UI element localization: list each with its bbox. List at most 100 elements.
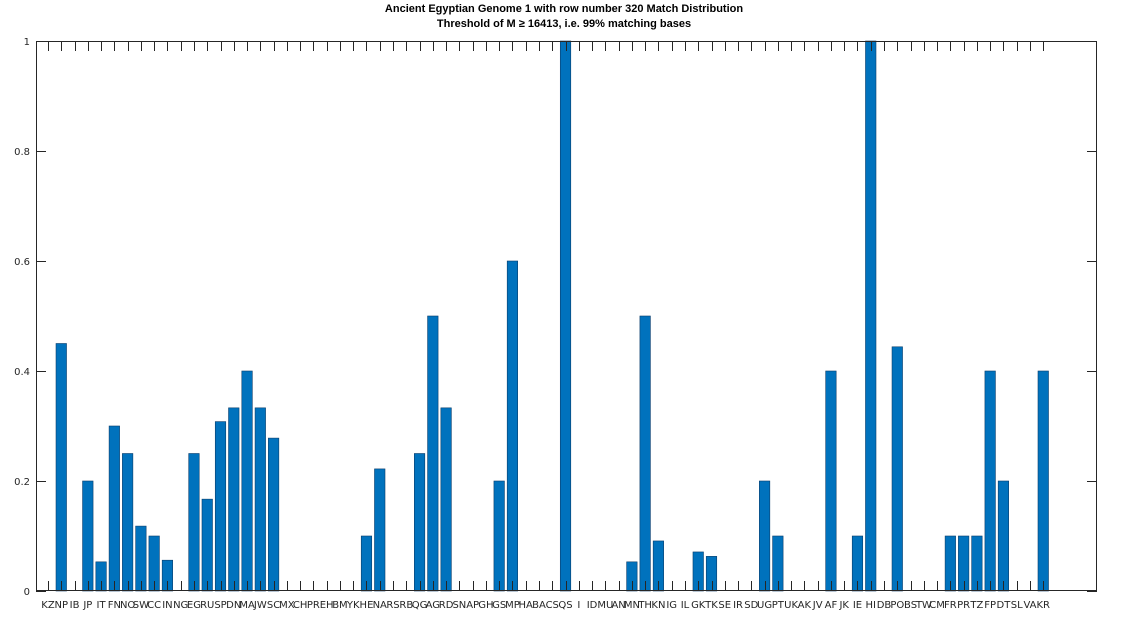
x-tick-label: JV [812,600,823,611]
x-tick-label: NA [373,600,387,611]
x-tick-label: ID [587,600,598,611]
bar-jp-3 [82,480,94,592]
x-tick-label: DT [997,600,1012,611]
x-tick-label: SC [267,600,280,611]
x-tick-label: BA [532,600,546,611]
x-tick-label: PR [307,600,320,611]
x-tick-label: KN [651,600,665,611]
bar-sp-13 [214,421,227,592]
x-tick-label: FN [108,600,121,611]
bar-sw-7 [135,525,147,592]
bar-mn-44 [626,561,638,592]
ticks-group [36,41,1097,592]
x-tick-label: YK [346,600,360,611]
x-tick-label: SW [133,600,149,611]
bar-fn-5 [108,425,120,592]
x-tick-label: SN [452,600,466,611]
x-tick-label: UK [784,600,798,611]
x-tick-label: NG [173,600,188,611]
bar-dn-14 [228,407,240,592]
y-tick-label: 0.4 [14,367,30,378]
x-tick-label: RS [386,600,399,611]
x-tick-label: MA [239,600,255,611]
bar-np-1 [55,343,67,592]
x-tick-label: MP [505,600,520,611]
x-tick-label: HI [866,600,876,611]
x-tick-label: JK [838,600,849,611]
bar-tk-50 [705,556,718,592]
bar-rd-30 [440,407,452,592]
bar-jw-16 [254,407,266,592]
x-tick-label: IT [97,600,107,611]
x-tick-label: AF [825,600,838,611]
x-tick-label: VA [1023,600,1036,611]
x-tick-label: AP [466,600,479,611]
bar-th-45 [639,315,651,592]
chart-subtitle: Threshold of M ≥ 16413, i.e. 99% matchin… [437,18,691,30]
x-tick-label: HE [360,600,374,611]
y-tick-label: 1 [24,37,30,48]
x-tick-label: CS [546,600,559,611]
bar-ru-12 [201,498,213,592]
x-tick-label: PO [890,600,904,611]
bar-no-6 [122,453,134,592]
x-tick-label: GH [478,600,493,611]
bar-gs-34 [493,480,505,592]
bar-qs-39 [559,40,572,592]
x-tick-label: DB [877,600,892,611]
x-tick-label: MU [597,600,613,611]
x-tick-label: IB [70,600,80,611]
x-tick-label: NO [120,600,135,611]
bar-kr-75 [1037,370,1049,592]
x-tick-label: CH [293,600,308,611]
x-tick-label: IE [853,600,862,611]
x-tick-label: MN [624,600,640,611]
x-tick-label: EH [320,600,334,611]
x-tick-label: KZ [41,600,55,611]
x-tick-label: PR [957,600,970,611]
x-tick-label: RD [439,600,454,611]
bar-sc-17 [268,437,280,592]
chart-title: Ancient Egyptian Genome 1 with row numbe… [385,3,743,15]
x-tick-label: FP [984,600,996,611]
x-tick-label: AK [798,600,812,611]
x-tick-label: SL [1011,600,1023,611]
x-tick-label: IR [733,600,743,611]
x-tick-label: TW [915,600,932,611]
bar-ag-29 [427,315,439,592]
x-tick-label: JW [253,600,267,611]
bar-eg-11 [188,453,200,592]
y-tick-label: 0.6 [14,257,30,268]
x-tick-label: JP [82,600,92,611]
x-tick-label: QG [412,600,428,611]
bar-dt-72 [997,480,1009,592]
x-tick-label: BS [904,600,917,611]
x-tick-label: FR [944,600,957,611]
bar-ma-15 [241,370,253,592]
x-tick-label: TH [637,600,652,611]
x-tick-label: IN [162,600,172,611]
x-tick-label: BM [332,600,348,611]
bar-af-59 [825,370,837,592]
bar-tz-70 [971,535,983,592]
bar-na-25 [374,468,386,592]
x-tick-label: CC [147,600,161,611]
bar-pr-69 [958,535,970,592]
x-tick-label: GK [691,600,706,611]
x-tick-label: UG [757,600,772,611]
y-tick-label: 0.2 [14,477,30,488]
x-tick-label: QS [558,600,572,611]
y-tick-label: 0.8 [14,147,30,158]
bar-fp-71 [984,370,996,592]
y-tick-label: 0 [24,587,30,598]
x-tick-label: SP [214,600,226,611]
x-tick-label: EG [187,600,201,611]
x-tick-label: RB [399,600,413,611]
x-tick-label: MX [279,600,295,611]
x-tick-label: TZ [969,600,983,611]
x-tick-label: DN [226,600,241,611]
x-tick-label: IG [666,600,677,611]
bar-qg-28 [414,453,426,592]
x-tick-label: GS [492,600,506,611]
